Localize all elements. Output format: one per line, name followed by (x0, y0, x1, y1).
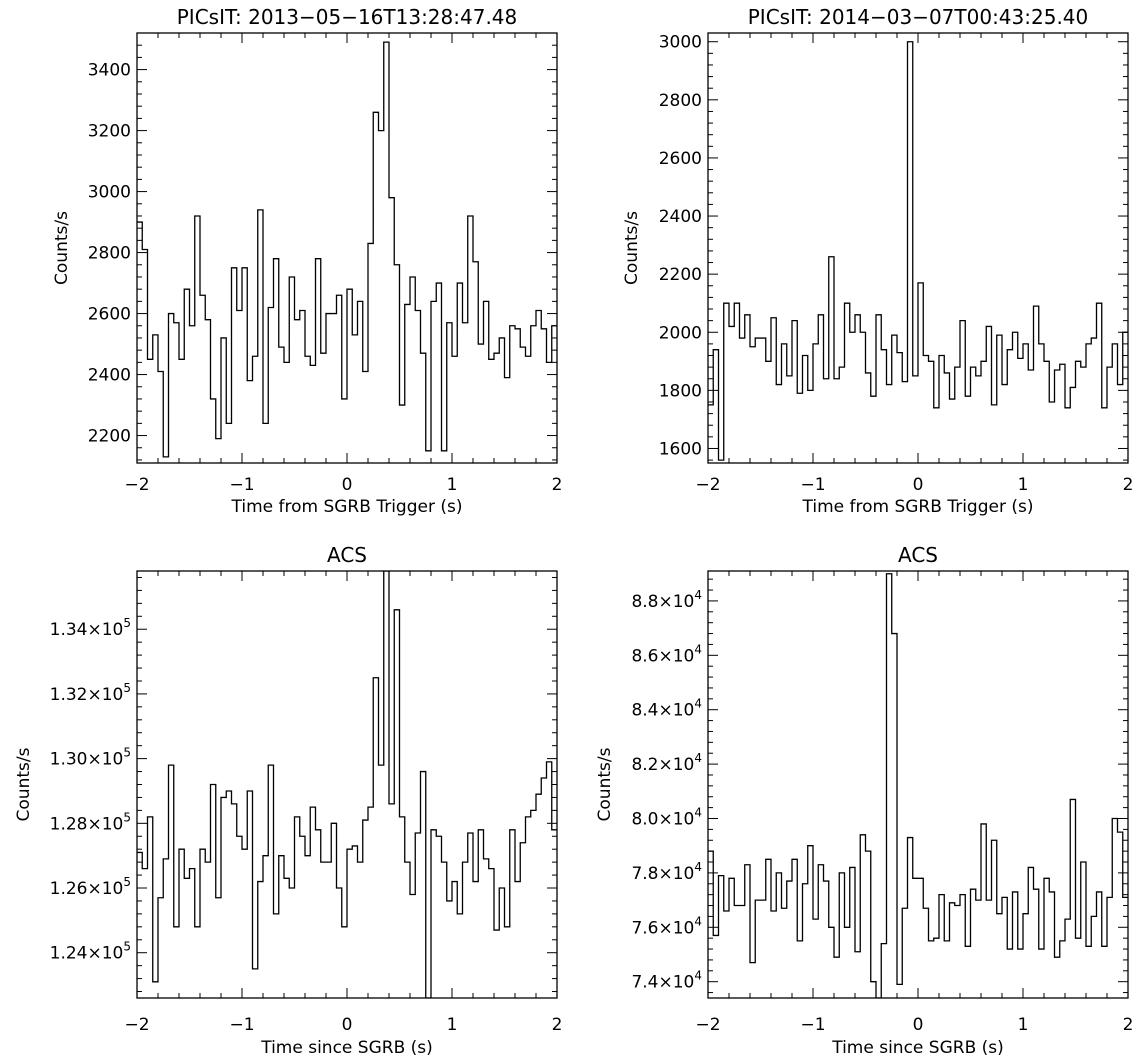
x-tick-label: 2 (1123, 1015, 1134, 1035)
x-tick-label: −1 (800, 1015, 825, 1035)
y-axis-label: Counts/s (622, 211, 642, 285)
y-tick-label: 1.24×105 (50, 940, 131, 964)
y-axis-label: Counts/s (595, 747, 615, 821)
x-tick-label: −1 (229, 1015, 254, 1035)
chart-title: ACS (898, 543, 938, 567)
y-tick-label: 7.6×104 (631, 914, 702, 938)
y-tick-label: 1.30×105 (50, 746, 131, 770)
x-tick-label: −2 (124, 475, 149, 495)
x-tick-label: 0 (342, 1015, 353, 1035)
plot-frame (136, 570, 558, 999)
y-tick-label: 3200 (88, 122, 131, 142)
y-tick-label: 2600 (659, 149, 702, 169)
y-tick-label: 1800 (659, 381, 702, 401)
x-tick-label: −1 (229, 475, 254, 495)
y-axis-label: Counts/s (52, 211, 72, 285)
x-tick-label: 2 (552, 475, 563, 495)
y-tick-label: 1.28×105 (50, 810, 131, 834)
y-tick-label: 3000 (88, 183, 131, 203)
y-tick-label: 2800 (88, 244, 131, 264)
y-tick-label: 8.2×104 (631, 751, 702, 775)
panel-bottom-right: ACS Time since SGRB (s) Counts/s −2 −1 0 1 2 7.4… (595, 543, 1133, 1058)
x-tick-label: 0 (913, 1015, 924, 1035)
x-axis-label: Time since SGRB (s) (831, 1038, 1004, 1058)
y-tick-label: 8.6×104 (631, 642, 702, 666)
x-tick-label: 1 (1018, 475, 1029, 495)
y-tick-label: 8.8×104 (631, 588, 702, 612)
x-axis-label: Time from SGRB Trigger (s) (802, 497, 1034, 517)
x-tick-label: 1 (447, 475, 458, 495)
y-tick-label: 2200 (659, 265, 702, 285)
x-tick-label: −2 (695, 475, 720, 495)
x-axis-label: Time from SGRB Trigger (s) (231, 497, 463, 517)
y-tick-label: 1600 (659, 439, 702, 459)
light-curve-series (708, 41, 1128, 461)
panel-top-left: PICsIT: 2013−05−16T13:28:47.48 Time from … (52, 5, 562, 517)
y-tick-label: 2400 (88, 366, 131, 386)
y-tick-label: 8.4×104 (631, 697, 702, 721)
x-tick-label: 2 (1123, 475, 1134, 495)
x-axis-label: Time since SGRB (s) (260, 1038, 433, 1058)
y-tick-label: 7.8×104 (631, 860, 702, 884)
x-tick-label: 0 (342, 475, 353, 495)
y-tick-label: 1.26×105 (50, 875, 131, 899)
x-tick-label: −2 (124, 1015, 149, 1035)
x-tick-label: 0 (913, 475, 924, 495)
y-tick-label: 8.0×104 (631, 805, 702, 829)
y-tick-label: 3000 (659, 33, 702, 53)
light-curve-series (708, 573, 1128, 998)
x-tick-label: 2 (552, 1015, 563, 1035)
x-tick-label: −2 (695, 1015, 720, 1035)
light-curve-series (137, 41, 557, 458)
y-tick-label: 1.34×105 (50, 616, 131, 640)
x-tick-label: 1 (447, 1015, 458, 1035)
y-tick-label: 1.32×105 (50, 681, 131, 705)
chart-title: PICsIT: 2014−03−07T00:43:25.40 (748, 5, 1089, 29)
y-axis-label: Counts/s (14, 747, 34, 821)
y-tick-label: 2400 (659, 207, 702, 227)
y-tick-label: 7.4×104 (631, 969, 702, 993)
y-tick-label: 2600 (88, 305, 131, 325)
y-tick-label: 2200 (88, 427, 131, 447)
panel-top-right: PICsIT: 2014−03−07T00:43:25.40 Time from … (622, 5, 1133, 517)
light-curve-series (137, 571, 557, 998)
y-tick-label: 2800 (659, 91, 702, 111)
x-tick-label: 1 (1018, 1015, 1029, 1035)
chart-title: PICsIT: 2013−05−16T13:28:47.48 (177, 5, 518, 29)
chart-title: ACS (327, 543, 367, 567)
x-tick-label: −1 (800, 475, 825, 495)
y-tick-label: 3400 (88, 61, 131, 81)
y-tick-label: 2000 (659, 323, 702, 343)
panel-bottom-left: ACS Time since SGRB (s) Counts/s −2 −1 0 1 2 1.2… (14, 543, 562, 1058)
